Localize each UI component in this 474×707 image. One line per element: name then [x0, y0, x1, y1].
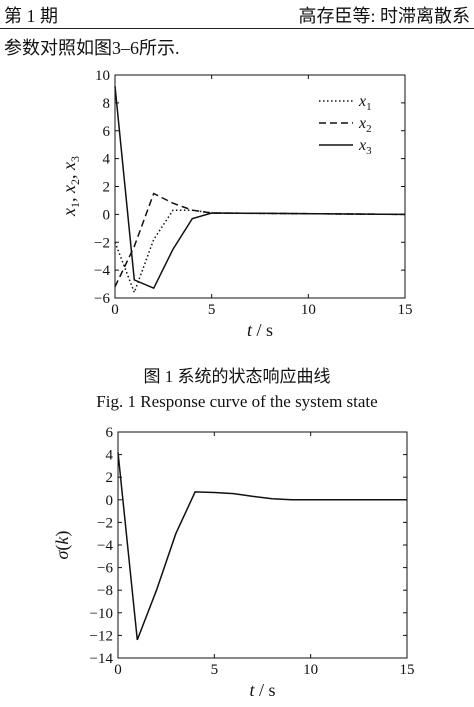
y-tick-label: 4 [106, 448, 114, 464]
y-tick-label: 10 [95, 68, 110, 84]
y-tick-label: −14 [90, 651, 114, 667]
y-tick-label: −2 [94, 235, 110, 251]
y-tick-label: 2 [103, 180, 111, 196]
y-tick-label: −6 [94, 291, 110, 307]
y-tick-label: −12 [90, 628, 113, 644]
x-tick-label: 0 [111, 302, 119, 318]
x-tick-label: 10 [301, 302, 316, 318]
y-tick-label: 6 [106, 425, 114, 441]
legend-label-x1: x1 [358, 93, 372, 113]
sigma-response-chart: 0 5 10 15 −14 −12 −10 −8 −6 −4 −2 0 2 4 6 t / s σ(k) [52, 425, 415, 700]
legend-label-x3: x3 [358, 137, 372, 157]
y-tick-label: −2 [97, 515, 113, 531]
issue-label: 第 1 期 [4, 6, 58, 26]
x-axis-label: t / s [249, 680, 275, 700]
page-header: 第 1 期 高存臣等: 时滞离散系 [0, 0, 474, 29]
x-tick-label: 10 [303, 662, 318, 678]
x-tick-label: 15 [398, 302, 413, 318]
figure-1-caption-en: Fig. 1 Response curve of the system stat… [96, 392, 378, 411]
series-line-x3 [114, 86, 406, 290]
x-tick-label: 0 [114, 662, 122, 678]
body-text: 参数对照如图3–6所示. [4, 38, 180, 58]
y-tick-label: 0 [103, 207, 111, 223]
legend-label-x2: x2 [358, 115, 372, 135]
y-tick-label: 0 [106, 493, 114, 509]
running-title: 高存臣等: 时滞离散系 [298, 6, 470, 26]
y-tick-label: −8 [97, 583, 113, 599]
y-tick-label: −10 [90, 606, 113, 622]
y-tick-label: −4 [97, 538, 113, 554]
y-axis-label: σ(k) [52, 531, 73, 560]
y-tick-label: 6 [103, 124, 111, 140]
y-tick-label: 2 [106, 470, 114, 486]
x-tick-label: 5 [208, 302, 216, 318]
x-tick-label: 15 [400, 662, 415, 678]
y-tick-label: 8 [103, 96, 111, 112]
y-tick-label: −4 [94, 263, 110, 279]
y-tick-label: 4 [103, 152, 111, 168]
plot-frame [117, 431, 408, 659]
series-line-x2 [114, 192, 406, 288]
figure-1-caption-cn: 图 1 系统的状态响应曲线 [143, 367, 331, 386]
series-line-series-1 [117, 452, 407, 641]
y-axis-label: x1, x2, x3 [59, 156, 82, 217]
x-tick-label: 5 [211, 662, 219, 678]
y-tick-label: −6 [97, 561, 113, 577]
x-axis-label: t / s [247, 320, 273, 340]
